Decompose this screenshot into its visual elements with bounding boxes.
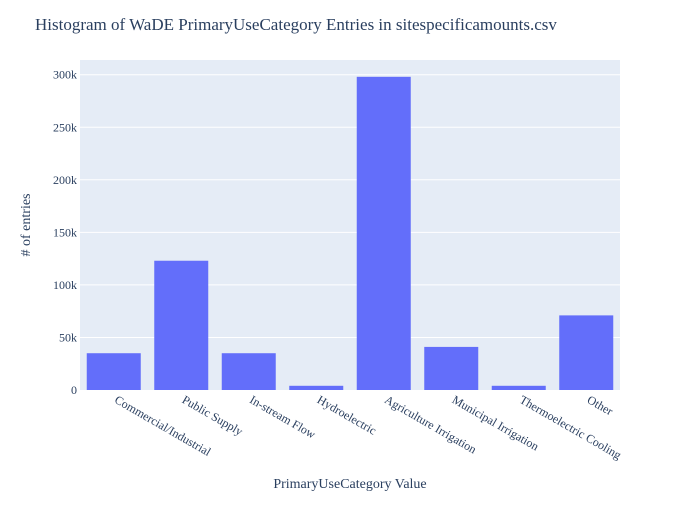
bar[interactable]	[86, 353, 141, 390]
x-tick-label: Hydroelectric	[315, 392, 379, 437]
y-tick-label: 250k	[53, 120, 77, 134]
y-tick-label: 300k	[53, 68, 77, 82]
y-tick-label: 0	[71, 383, 77, 397]
x-tick-label: In-stream Flow	[247, 392, 318, 441]
x-axis-title: PrimaryUseCategory Value	[273, 477, 426, 492]
bars	[86, 76, 614, 391]
y-tick-label: 50k	[59, 330, 77, 344]
bar[interactable]	[356, 76, 411, 391]
x-tick-label: Public Supply	[180, 392, 246, 438]
chart-title: Histogram of WaDE PrimaryUseCategory Ent…	[35, 15, 557, 34]
y-axis-ticks: 0 50k 100k 150k 200k 250k 300k	[53, 68, 77, 397]
y-tick-label: 100k	[53, 278, 77, 292]
bar[interactable]	[424, 346, 479, 390]
y-tick-label: 150k	[53, 225, 77, 239]
bar[interactable]	[491, 385, 546, 390]
bar[interactable]	[154, 260, 209, 390]
bar[interactable]	[559, 315, 614, 390]
bar[interactable]	[221, 353, 276, 390]
y-axis-title: # of entries	[19, 194, 34, 257]
bar[interactable]	[289, 385, 344, 390]
y-tick-label: 200k	[53, 173, 77, 187]
x-tick-label: Other	[585, 392, 616, 418]
